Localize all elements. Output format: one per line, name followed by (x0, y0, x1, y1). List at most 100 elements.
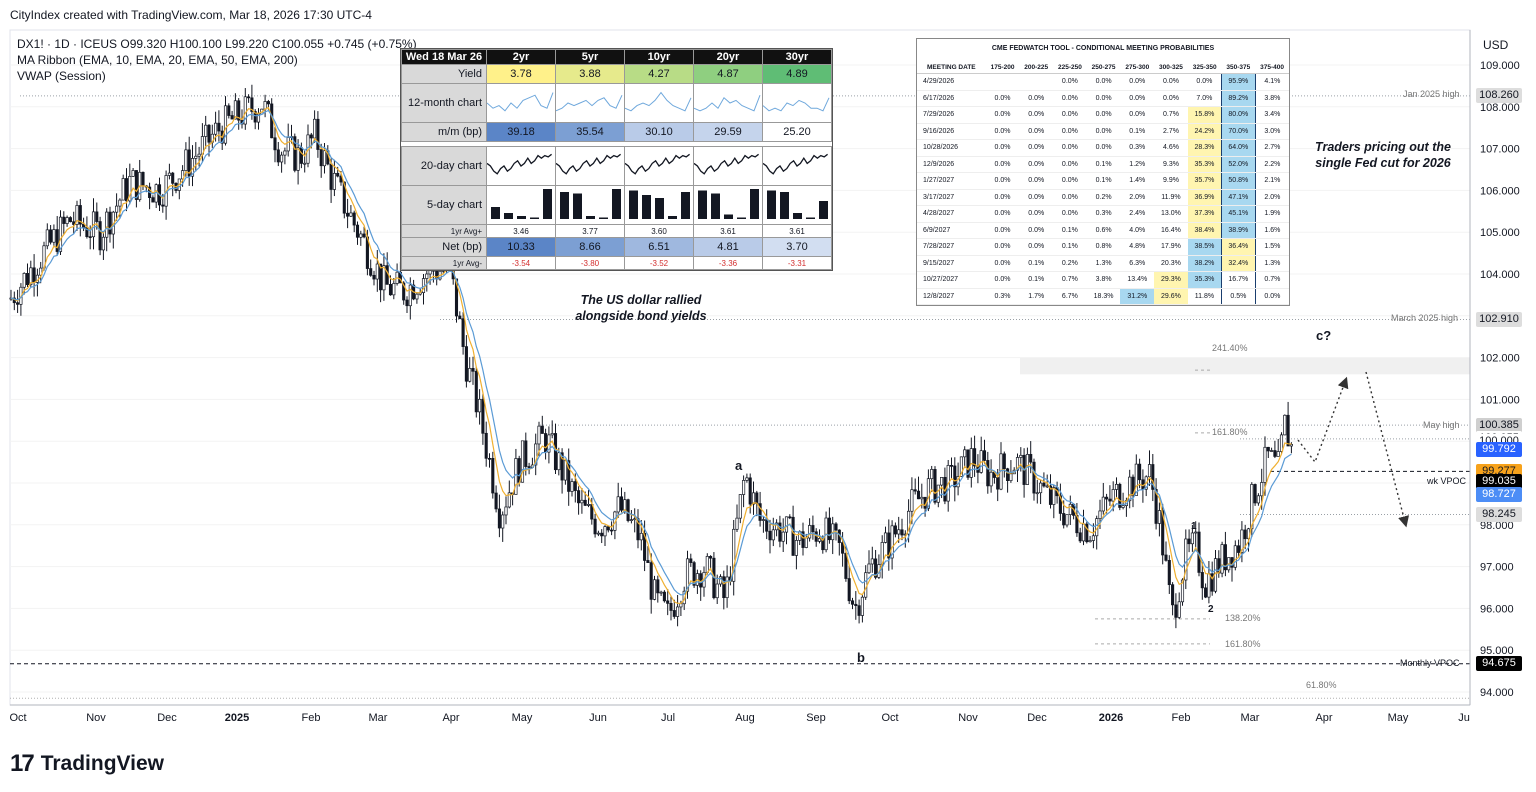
candle-body (534, 443, 538, 466)
sparkline-12m-svg (486, 91, 554, 112)
fib-241-label: 241.40% (1212, 343, 1248, 353)
candle-body (72, 221, 76, 225)
x-tick-label: Mar (1241, 712, 1260, 724)
y-tick-label: 106.000 (1480, 185, 1520, 197)
fedwatch-probability: 0.6% (1086, 222, 1121, 239)
candle-body (748, 477, 752, 505)
fedwatch-probability: 16.7% (1221, 271, 1256, 289)
candle-body (893, 525, 897, 535)
wave-b-label: b (857, 650, 865, 665)
fedwatch-probability: 0.0% (1053, 172, 1087, 190)
fedwatch-probability: 0.0% (1120, 73, 1155, 91)
tradingview-brand[interactable]: 17 TradingView (10, 750, 164, 778)
fedwatch-probability: 0.0% (1053, 123, 1087, 140)
sparkline-12m (762, 83, 832, 123)
candle-body (1207, 573, 1211, 598)
candle-body (870, 558, 874, 565)
candle-body (1078, 532, 1082, 542)
candle-body (742, 480, 746, 495)
sparkline-20d (555, 146, 625, 186)
candle-body (996, 477, 1000, 490)
candle-body (65, 217, 69, 224)
fedwatch-probability: 1.9% (1255, 205, 1289, 223)
vwap-legend[interactable]: VWAP (Session) (17, 69, 106, 83)
symbol-legend[interactable]: DX1! · 1D · ICEUS O99.320 H100.100 L99.2… (17, 37, 417, 51)
candle-body (850, 600, 855, 605)
candle-body (369, 268, 373, 276)
candle-body (329, 163, 333, 190)
avg-minus-value: -3.31 (762, 256, 832, 270)
candle-body (16, 302, 20, 305)
fedwatch-probability: 0.3% (1086, 205, 1121, 223)
fedwatch-probability: 0.0% (1053, 205, 1087, 223)
candle-body (1032, 461, 1036, 494)
candle-body (250, 97, 254, 112)
candle-body (583, 499, 587, 506)
net-value: 3.70 (762, 237, 832, 257)
avg-minus-value: -3.80 (555, 256, 625, 270)
fedwatch-probability: 9.9% (1154, 172, 1188, 190)
mm-value: 29.59 (693, 122, 763, 142)
candle-body (1164, 554, 1168, 561)
fedwatch-probability: 0.0% (1019, 106, 1054, 124)
fedwatch-probability: 2.4% (1120, 205, 1155, 223)
fedwatch-probability: 0.0% (1086, 123, 1121, 140)
candle-body (491, 458, 495, 494)
candle-body (204, 124, 208, 137)
fedwatch-probability: 4.6% (1154, 139, 1188, 157)
candle-body (933, 469, 937, 503)
candle-body (359, 233, 363, 238)
price-tag: 98.245 (1476, 507, 1522, 523)
candle-body (32, 267, 36, 283)
candle-body (309, 134, 313, 139)
sparkline-20d (624, 146, 694, 186)
candle-body (1039, 482, 1043, 494)
y-tick-label: 98.000 (1480, 520, 1514, 532)
candle-body (692, 562, 696, 586)
candle-body (1138, 463, 1142, 481)
candle-body (1118, 483, 1122, 508)
fedwatch-column-header: 375-400 (1255, 62, 1289, 74)
candle-body (725, 576, 729, 599)
may-high-label: May high (1423, 420, 1460, 430)
candle-body (768, 530, 772, 541)
candle-body (68, 217, 72, 223)
monthly-vpoc-label: Monthly VPOC (1400, 658, 1460, 668)
candle-body (382, 265, 386, 291)
candle-body (161, 204, 165, 207)
tenor-header: 2yr (486, 49, 556, 65)
candle-body (563, 460, 567, 481)
chart5-label: 5-day chart (401, 185, 487, 225)
candle-body (58, 216, 63, 252)
candle-body (1220, 544, 1224, 574)
candle-body (372, 274, 376, 280)
candle-body (916, 490, 921, 500)
fedwatch-probability: 0.0% (985, 271, 1020, 289)
currency-label[interactable]: USD (1483, 38, 1509, 52)
ma-ribbon-legend[interactable]: MA Ribbon (EMA, 10, EMA, 20, EMA, 50, EM… (17, 53, 298, 67)
candle-body (286, 137, 290, 152)
fedwatch-meeting-date: 12/8/2027 (917, 288, 986, 305)
fedwatch-row: 6/9/2027 0.0% 0.0% 0.1% 0.6% 4.0% 16.4% 38.4% 38… (917, 222, 1289, 239)
candle-body (121, 178, 125, 201)
fedwatch-probability: 0.0% (985, 106, 1020, 124)
chart20-label: 20-day chart (401, 146, 487, 186)
fedwatch-probability: 0.0% (1019, 205, 1054, 223)
chart-attribution: CityIndex created with TradingView.com, … (10, 8, 372, 22)
x-tick-label: Jul (661, 712, 675, 724)
candle-body (524, 440, 528, 467)
fedwatch-column-header: 275-300 (1120, 62, 1155, 74)
candle-body (679, 603, 683, 608)
tenor-header: 20yr (693, 49, 763, 65)
candle-body (953, 465, 957, 488)
price-tag: 94.675 (1476, 656, 1522, 672)
candle-body (342, 181, 346, 214)
candle-body (1015, 457, 1020, 471)
bars-5d (624, 185, 694, 225)
x-tick-label: Feb (1172, 712, 1191, 724)
candle-body (709, 556, 713, 559)
fedwatch-meeting-date: 1/27/2027 (917, 172, 986, 190)
fedwatch-probability: 4.0% (1120, 222, 1155, 239)
tradingview-name: TradingView (40, 752, 165, 775)
candle-body (936, 484, 940, 503)
